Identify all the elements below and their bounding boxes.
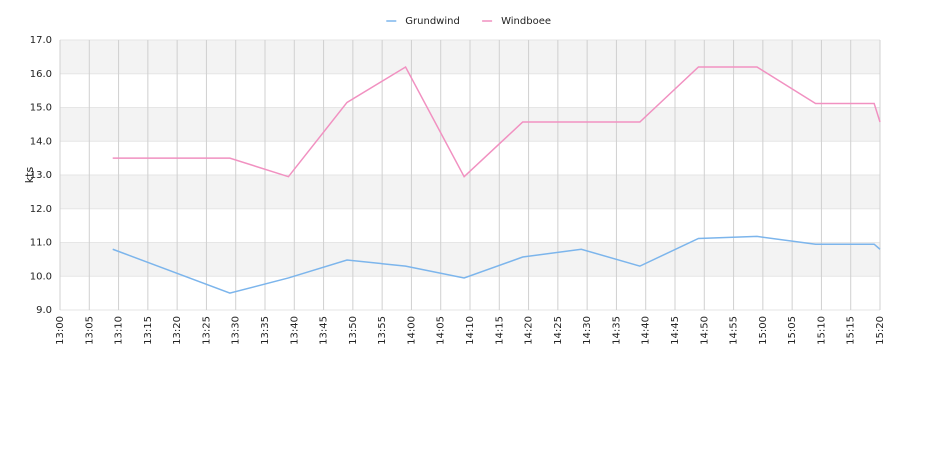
x-tick-label: 14:15 [494,316,505,345]
x-tick-label: 15:15 [846,316,857,345]
y-tick-label: 13.0 [30,170,52,181]
x-tick-label: 15:00 [758,316,769,345]
x-tick-label: 14:40 [641,316,652,345]
y-tick-label: 14.0 [30,136,52,147]
x-tick-label: 14:05 [436,316,447,345]
x-tick-label: 13:30 [231,316,242,345]
y-tick-label: 17.0 [30,35,52,46]
y-tick-label: 15.0 [30,103,52,114]
x-tick-label: 13:45 [319,316,330,345]
x-tick-label: 13:15 [143,316,154,345]
line-series [112,235,881,294]
x-tick-label: 14:20 [524,316,535,345]
x-tick-label: 13:00 [55,316,66,345]
x-tick-label: 15:05 [787,316,798,345]
legend-label: Windboee [501,16,551,27]
x-tick-label: 14:50 [699,316,710,345]
legend-label: Grundwind [405,16,460,27]
x-tick-label: 14:10 [465,316,476,345]
x-tick-label: 13:50 [348,316,359,345]
x-tick-label: 13:35 [260,316,271,345]
x-tick-label: 14:00 [406,316,417,345]
x-tick-label: 14:55 [729,316,740,345]
y-tick-label: 12.0 [30,204,52,215]
x-tick-label: 13:10 [114,316,125,345]
x-tick-label: 14:45 [670,316,681,345]
line-series [112,65,881,178]
y-tick-label: 16.0 [30,69,52,80]
y-tick-label: 10.0 [30,271,52,282]
x-tick-label: 13:25 [201,316,212,345]
x-tick-label: 15:10 [816,316,827,345]
x-tick-label: 15:20 [875,316,886,345]
x-tick-label: 13:40 [289,316,300,345]
x-tick-label: 14:25 [553,316,564,345]
x-tick-label: 13:05 [84,316,95,345]
y-tick-label: 9.0 [36,305,52,316]
x-tick-label: 14:35 [611,316,622,345]
x-tick-label: 14:30 [582,316,593,345]
x-tick-label: 13:20 [172,316,183,345]
legend: Grundwind Windboee [386,16,551,27]
y-tick-label: 11.0 [30,238,52,249]
x-tick-label: 13:55 [377,316,388,345]
y-axis-label: kts [23,167,36,184]
